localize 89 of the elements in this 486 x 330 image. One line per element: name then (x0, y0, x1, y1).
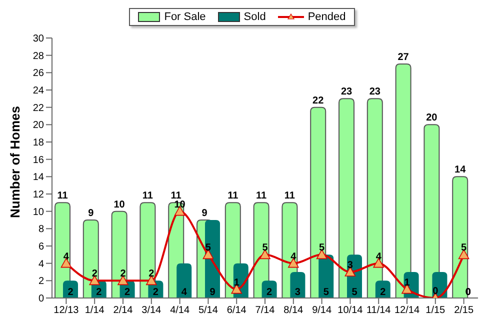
y-tick-label: 0 (38, 294, 44, 305)
data-label: 11 (228, 190, 239, 202)
data-label: 0 (432, 286, 439, 297)
point (118, 275, 128, 286)
x-tick-label: 9/14 (312, 305, 332, 316)
data-label: 2 (266, 287, 273, 298)
y-tick-label: 6 (38, 242, 44, 253)
y-tick-label: 8 (38, 224, 44, 236)
y-tick-label: 18 (32, 138, 44, 149)
data-label: 3 (347, 260, 354, 271)
data-label: 11 (256, 190, 268, 202)
x-tick-label: 11/14 (366, 305, 392, 316)
data-label: 5 (323, 287, 330, 298)
data-label: 2 (152, 287, 159, 298)
data-label: 9 (88, 208, 94, 219)
data-label: 9 (202, 208, 208, 219)
bar (290, 272, 306, 298)
x-tick-label: 2/15 (454, 305, 474, 316)
data-label: 23 (369, 86, 381, 98)
data-label: 2 (120, 268, 126, 280)
legend-label: Pended (308, 11, 346, 23)
bar (176, 263, 192, 298)
x-tick-label: 2/14 (113, 305, 134, 316)
data-label: 9 (210, 287, 216, 298)
data-label: 11 (170, 190, 182, 202)
y-axis-title: Number of Homes (8, 106, 23, 218)
y-tick-label: 10 (32, 206, 44, 218)
data-label: 4 (376, 251, 382, 262)
data-label: 10 (114, 199, 126, 210)
y-tick-label: 16 (32, 154, 44, 166)
bar (452, 176, 468, 298)
data-label: 11 (284, 190, 296, 202)
data-label: 22 (312, 95, 324, 106)
data-label: 5 (461, 242, 468, 254)
y-tick-label: 22 (32, 102, 44, 114)
legend-label: For Sale (164, 11, 206, 23)
data-label: 2 (148, 268, 155, 280)
data-label: 2 (124, 287, 131, 298)
data-label: 14 (454, 164, 466, 176)
x-tick-label: 6/14 (226, 305, 247, 316)
data-label: 4 (63, 251, 70, 262)
point (458, 249, 470, 260)
data-label: 2 (92, 268, 98, 280)
data-label: 2 (68, 287, 74, 298)
bar (424, 124, 440, 298)
point (89, 275, 100, 286)
x-tick-label: 3/14 (142, 305, 162, 316)
y-tick-label: 24 (32, 86, 44, 97)
data-label: 5 (262, 242, 268, 254)
x-tick-label: 10/14 (338, 305, 364, 316)
x-tick-label: 4/14 (170, 305, 190, 316)
bar (395, 64, 412, 298)
x-tick-label: 8/14 (284, 305, 304, 316)
data-label: 5 (352, 287, 358, 298)
data-label: 20 (426, 112, 438, 124)
x-tick-label: 12/14 (394, 305, 420, 316)
point (146, 275, 157, 286)
data-label: 1 (234, 277, 240, 288)
y-tick-label: 20 (32, 120, 44, 132)
data-label: 5 (319, 242, 326, 254)
point (231, 284, 242, 294)
data-label: 2 (96, 287, 102, 298)
y-tick-label: 2 (38, 276, 44, 288)
x-tick-label: 12/13 (54, 305, 80, 316)
data-label: 2 (380, 287, 386, 298)
data-label: 27 (398, 52, 410, 63)
point (316, 249, 328, 260)
legend-label: Sold (244, 11, 266, 23)
point (60, 258, 72, 268)
data-label: 23 (340, 86, 352, 98)
point (373, 258, 384, 268)
x-tick-label: 1/15 (426, 305, 446, 316)
data-label: 4 (290, 251, 297, 262)
point (202, 249, 214, 260)
data-label: 11 (142, 190, 154, 202)
y-tick-label: 30 (32, 34, 44, 45)
data-label: 4 (181, 287, 188, 298)
y-tick-label: 4 (38, 258, 44, 270)
x-tick-label: 5/14 (198, 305, 218, 316)
y-tick-label: 14 (32, 172, 44, 184)
y-tick-label: 26 (32, 68, 44, 80)
data-label: 11 (57, 190, 68, 202)
point (260, 249, 270, 260)
x-tick-label: 1/14 (84, 305, 105, 316)
data-label: 1 (404, 277, 410, 288)
y-tick-label: 28 (32, 50, 44, 62)
data-label: 3 (294, 287, 301, 298)
x-tick-label: 7/14 (255, 305, 276, 316)
y-tick-label: 12 (32, 190, 44, 201)
